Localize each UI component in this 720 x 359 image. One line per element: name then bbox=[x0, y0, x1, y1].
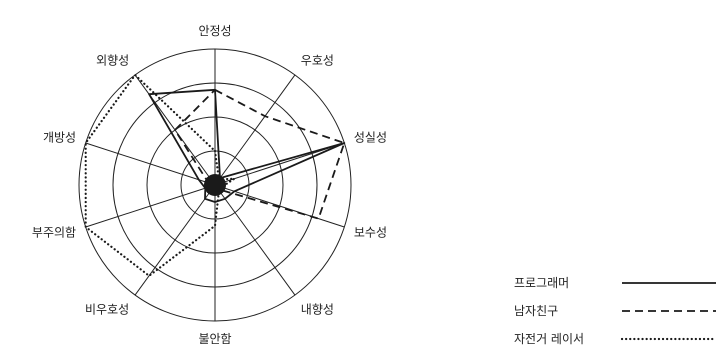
axis-line-2 bbox=[214, 74, 296, 186]
axis-label: 보수성 bbox=[354, 226, 387, 240]
axis-line-10 bbox=[134, 74, 216, 186]
axis-line-8 bbox=[85, 184, 216, 228]
axis-line-5 bbox=[214, 184, 296, 296]
axis-label: 성실성 bbox=[354, 130, 387, 144]
axis-label: 부주의함 bbox=[32, 226, 76, 240]
axis-line-9 bbox=[85, 142, 216, 186]
series-line-1 bbox=[148, 88, 346, 203]
axis-line-7 bbox=[134, 184, 216, 296]
legend-label: 프로그래머 bbox=[514, 276, 569, 290]
center-marker bbox=[204, 174, 226, 196]
axis-label: 불안함 bbox=[198, 332, 231, 346]
radar-series bbox=[84, 73, 346, 277]
axis-label: 외향성 bbox=[96, 53, 129, 67]
axis-label: 비우호성 bbox=[85, 303, 129, 317]
axis-label: 우호성 bbox=[301, 53, 334, 67]
legend-label: 자전거 레이서 bbox=[514, 332, 584, 346]
axis-label: 개방성 bbox=[43, 130, 76, 144]
legend-label: 남자친구 bbox=[514, 304, 558, 318]
radar-grid bbox=[78, 48, 352, 322]
axis-line-4 bbox=[214, 184, 345, 228]
axis-label: 안정성 bbox=[198, 24, 231, 38]
series-line-3 bbox=[84, 73, 236, 277]
axis-label: 내향성 bbox=[301, 303, 334, 317]
